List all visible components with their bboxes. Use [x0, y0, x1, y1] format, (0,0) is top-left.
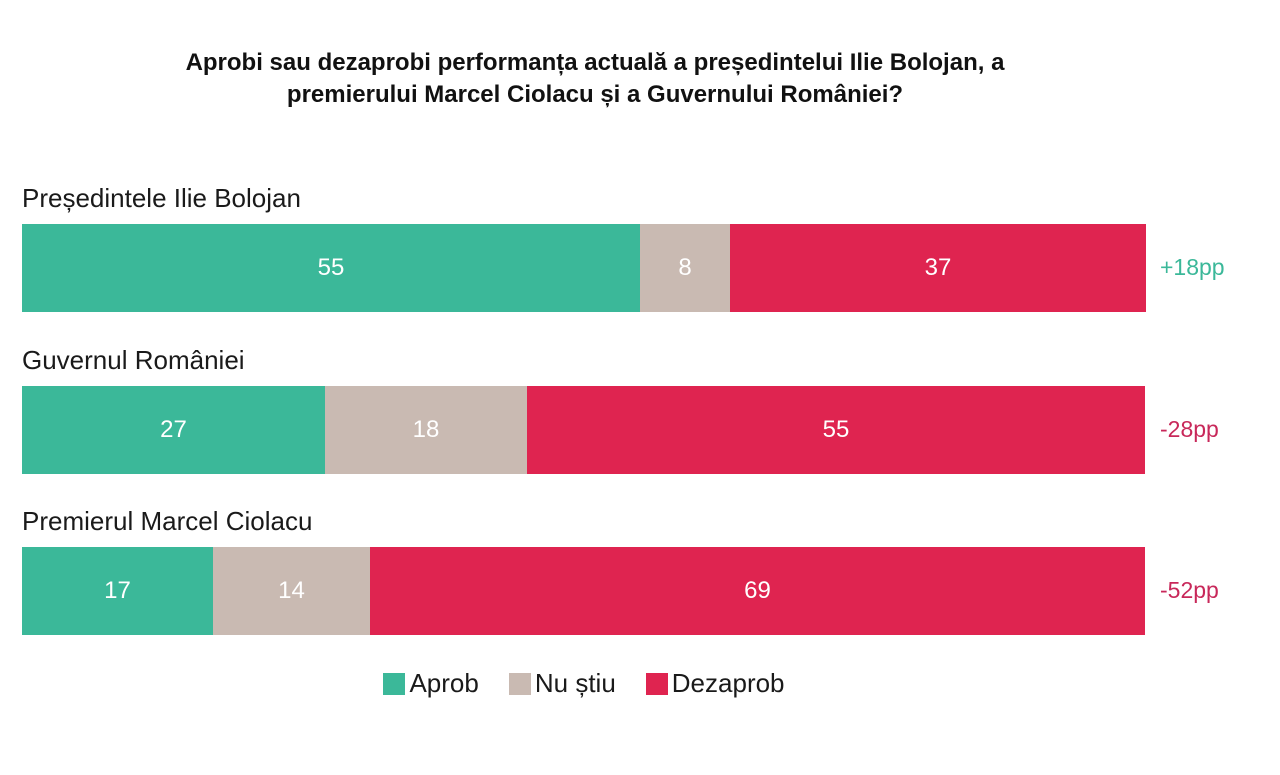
net-difference-label: +18pp: [1160, 254, 1225, 280]
bar-dezaprob: 55: [527, 386, 1145, 474]
legend-item-nu_stiu: Nu știu: [508, 668, 616, 699]
bar-value-label: 37: [924, 254, 952, 281]
bar-value-label: 55: [822, 416, 850, 443]
bar-aprob: 55: [22, 224, 640, 312]
legend-swatch: [645, 672, 668, 695]
bar-value-label: 17: [104, 577, 131, 604]
bar-nu_stiu: 18: [325, 386, 527, 474]
chart-title-line-2: premierului Marcel Ciolacu și a Guvernul…: [286, 81, 904, 108]
bar-value-label: 8: [678, 254, 692, 281]
legend-label: Dezaprob: [671, 668, 785, 698]
bar-dezaprob: 37: [730, 224, 1146, 312]
net-difference-label: -28pp: [1160, 416, 1219, 442]
legend-label: Nu știu: [534, 668, 616, 698]
chart-title: Aprobi sau dezaprobi performanța actuală…: [60, 47, 1130, 111]
bar-value-label: 14: [278, 577, 305, 604]
row-label: Premierul Marcel Ciolacu: [22, 506, 313, 536]
legend-swatch: [508, 672, 531, 695]
chart-title-line-1: Aprobi sau dezaprobi performanța actuală…: [185, 49, 1005, 76]
bar-value-label: 18: [412, 416, 440, 443]
legend-label: Aprob: [409, 668, 479, 698]
legend-item-aprob: Aprob: [383, 668, 479, 699]
legend-item-dezaprob: Dezaprob: [645, 668, 785, 699]
bar-value-label: 55: [317, 254, 345, 281]
row-label: Președintele Ilie Bolojan: [22, 183, 301, 213]
legend: Aprob Nu știu Dezaprob: [0, 668, 1168, 699]
bar-aprob: 27: [22, 386, 325, 474]
legend-swatch: [383, 672, 406, 695]
net-difference-label: -52pp: [1160, 577, 1219, 603]
row-label: Guvernul României: [22, 345, 245, 375]
bar-value-label: 27: [160, 416, 187, 443]
bar-aprob: 17: [22, 547, 213, 635]
bar-nu_stiu: 14: [213, 547, 370, 635]
bar-dezaprob: 69: [370, 547, 1145, 635]
bar-nu_stiu: 8: [640, 224, 730, 312]
bar-value-label: 69: [744, 577, 771, 604]
